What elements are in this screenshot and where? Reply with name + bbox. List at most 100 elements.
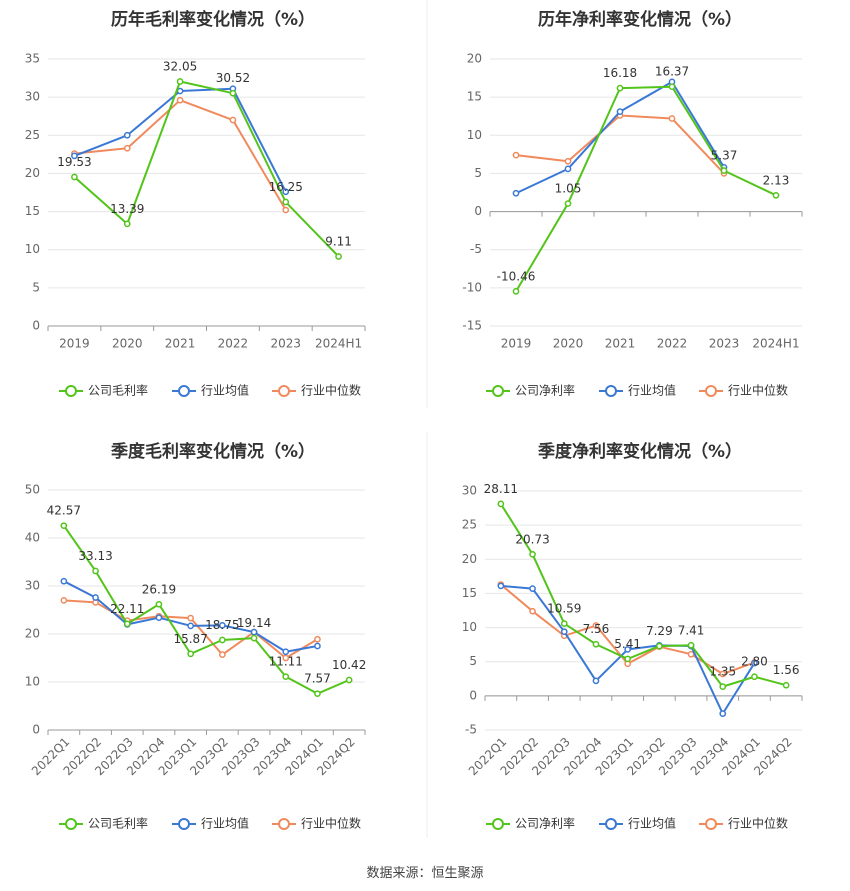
data-label: 1.56: [773, 663, 800, 677]
data-label: 33.13: [78, 549, 112, 563]
legend-marker: [65, 818, 77, 830]
data-point-industry_avg: [71, 152, 78, 160]
y-tick-label: 25: [462, 518, 477, 532]
data-point-industry_median: [529, 607, 536, 615]
data-label: 7.29: [646, 624, 673, 638]
data-point-company: [123, 220, 131, 228]
data-label: 16.25: [269, 180, 303, 194]
data-point-industry_avg: [155, 614, 163, 622]
y-tick-label: 10: [25, 675, 40, 689]
data-point-company: [772, 191, 780, 199]
x-tick-label: 2020: [553, 337, 584, 351]
data-point-industry_median: [719, 670, 727, 678]
y-tick-label: 20: [467, 52, 482, 66]
legend-label: 行业均值: [628, 816, 676, 831]
x-tick-label: 2019: [59, 337, 90, 351]
data-point-company: [71, 173, 78, 181]
legend-label: 行业中位数: [728, 383, 788, 398]
legend-marker: [605, 818, 617, 830]
chart-title: 历年毛利率变化情况（%）: [111, 9, 315, 30]
chart-title: 季度净利率变化情况（%）: [538, 441, 742, 462]
data-point-company: [624, 655, 632, 663]
y-tick-label: 5: [469, 654, 477, 668]
data-point-industry_avg: [314, 642, 321, 650]
data-point-industry_median: [564, 157, 572, 165]
legend-marker: [605, 385, 617, 397]
data-point-company: [314, 690, 321, 698]
y-tick-label: 10: [462, 620, 477, 634]
data-label: 16.37: [655, 65, 689, 79]
data-point-company: [656, 642, 663, 650]
data-point-industry_avg: [624, 646, 632, 653]
data-label: 5.41: [614, 637, 641, 651]
legend-item-industry_median: 行业中位数: [699, 383, 788, 398]
chart-title: 历年净利率变化情况（%）: [538, 9, 742, 30]
legend-item-industry_avg: 行业均值: [172, 383, 249, 398]
series-line-industry_median: [63, 599, 318, 659]
data-point-industry_avg: [123, 131, 131, 139]
legend-label: 公司毛利率: [88, 383, 148, 398]
x-tick-label: 2023: [270, 337, 301, 351]
series-line-industry_median: [74, 99, 287, 211]
y-tick-label: -15: [462, 319, 482, 333]
data-point-company: [123, 620, 131, 628]
data-point-industry_avg: [250, 628, 258, 636]
data-point-industry_avg: [560, 628, 568, 636]
y-tick-label: 20: [462, 552, 477, 566]
data-point-industry_avg: [512, 189, 520, 197]
legend-label: 公司毛利率: [88, 816, 148, 831]
y-tick-label: -5: [465, 723, 477, 737]
legend-label: 行业中位数: [728, 816, 788, 831]
y-tick-label: 30: [462, 484, 477, 498]
data-label: 20.73: [515, 532, 549, 546]
series-line-industry_avg: [74, 87, 287, 193]
data-point-company: [176, 78, 184, 85]
data-point-company: [564, 200, 572, 207]
data-point-company: [719, 683, 727, 690]
data-point-industry_avg: [719, 710, 727, 717]
series-line-company: [500, 503, 787, 688]
data-label: 9.11: [325, 235, 352, 249]
data-label: 7.41: [678, 623, 705, 637]
legend-item-company: 公司毛利率: [59, 383, 148, 398]
legend-marker: [278, 385, 290, 397]
y-tick-label: 30: [25, 90, 40, 104]
data-label: 18.75: [205, 618, 239, 632]
data-label: 1.05: [555, 182, 582, 196]
x-tick-label: 2019: [501, 337, 532, 351]
data-point-industry_avg: [282, 648, 290, 656]
legend-item-company: 公司净利率: [486, 816, 575, 831]
data-point-industry_median: [314, 635, 321, 643]
data-point-company: [282, 198, 290, 206]
data-point-industry_median: [668, 115, 676, 122]
data-point-industry_median: [219, 651, 226, 658]
data-point-industry_median: [176, 96, 184, 104]
x-tick-label: 2023: [709, 337, 740, 351]
legend-item-industry_median: 行业中位数: [272, 383, 361, 398]
y-tick-label: 0: [469, 688, 477, 702]
series-line-company: [63, 525, 350, 695]
data-point-company: [187, 650, 194, 658]
data-label: 13.39: [110, 202, 144, 216]
legend-item-industry_median: 行业中位数: [699, 816, 788, 831]
data-point-industry_avg: [497, 582, 505, 590]
y-tick-label: 35: [25, 52, 40, 66]
legend-item-industry_avg: 行业均值: [172, 816, 249, 831]
legend-marker: [492, 385, 504, 397]
data-label: 26.19: [142, 582, 176, 596]
data-label: 5.37: [711, 149, 738, 163]
y-tick-label: 5: [474, 166, 482, 180]
y-tick-label: 50: [25, 483, 40, 497]
data-point-industry_median: [60, 597, 68, 604]
x-tick-label: 2024H1: [752, 337, 799, 351]
data-point-company: [282, 673, 290, 681]
legend-item-company: 公司净利率: [486, 383, 575, 398]
x-tick-label: 2021: [165, 337, 196, 351]
y-tick-label: 15: [25, 204, 40, 218]
data-point-company: [155, 600, 163, 608]
data-point-company: [592, 640, 600, 648]
y-tick-label: 20: [25, 627, 40, 641]
data-point-industry_median: [687, 650, 695, 658]
data-point-company: [219, 636, 226, 644]
x-tick-label: 2020: [112, 337, 143, 351]
